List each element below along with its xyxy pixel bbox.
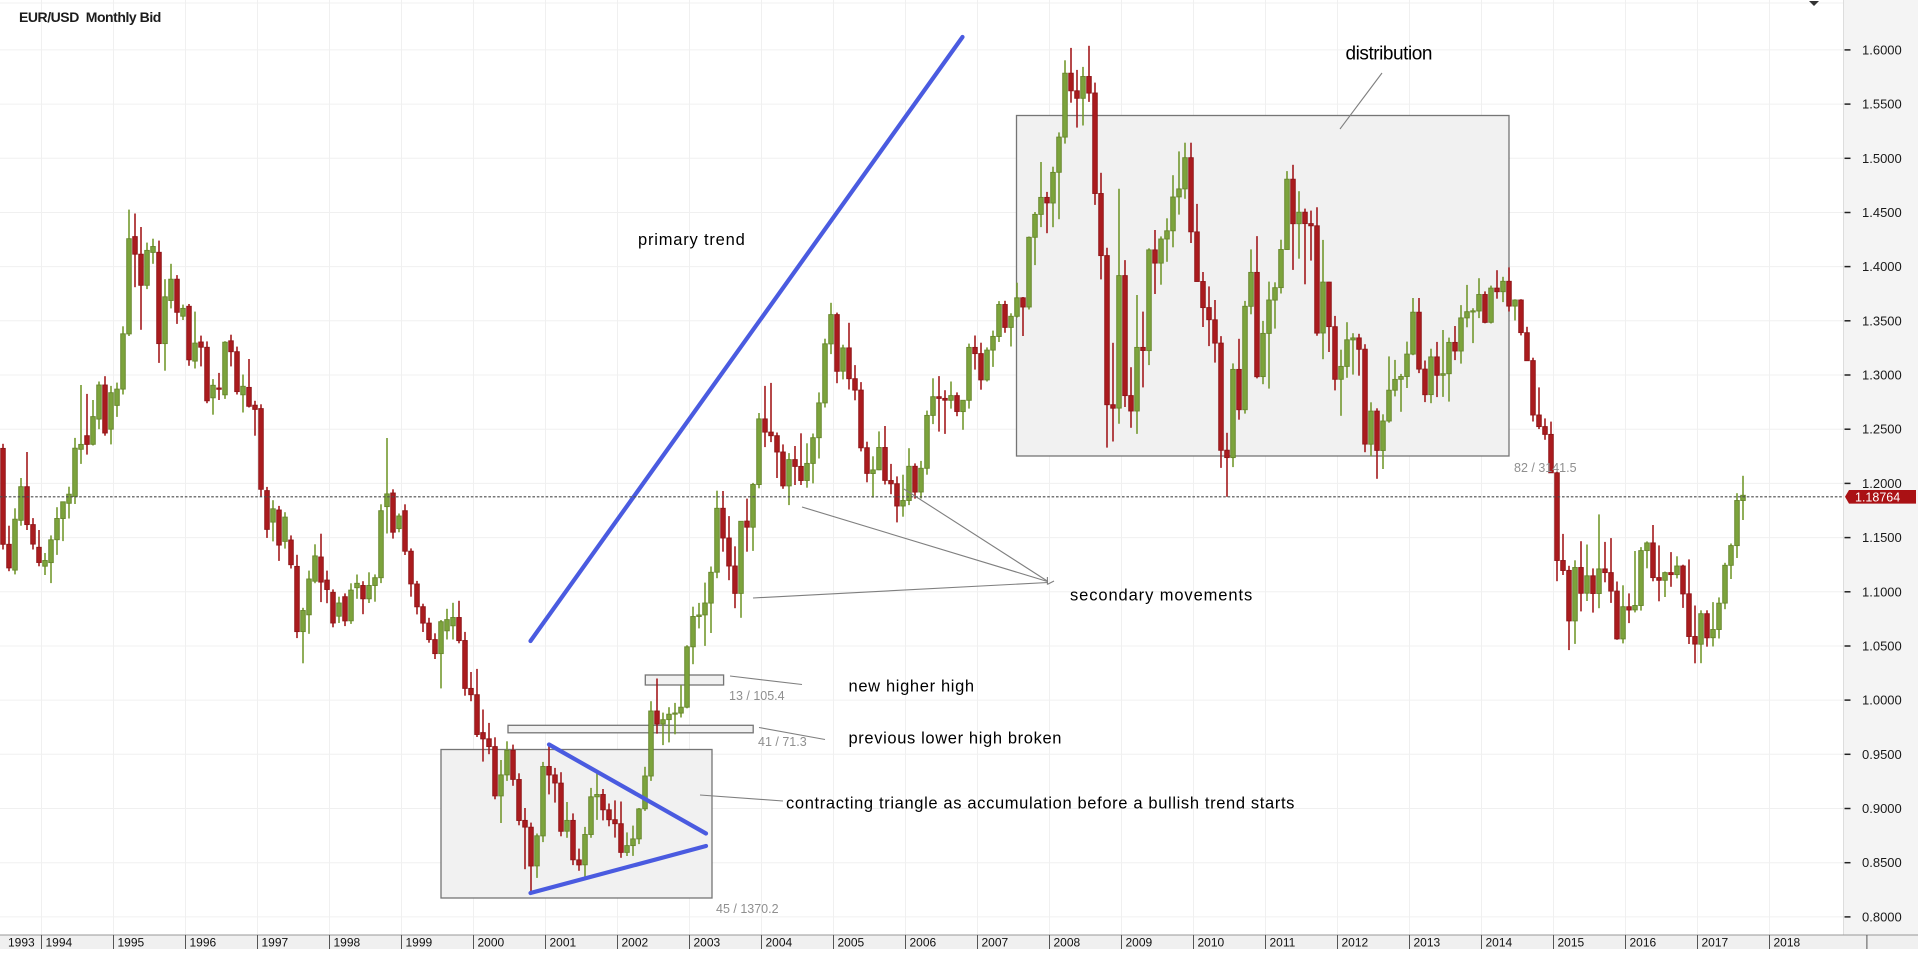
svg-text:1.4000: 1.4000 [1862,259,1902,274]
svg-text:1.1000: 1.1000 [1862,584,1902,599]
svg-text:1.0500: 1.0500 [1862,639,1902,654]
svg-text:2006: 2006 [910,936,937,950]
svg-text:2000: 2000 [478,936,505,950]
svg-text:EUR/USD Monthly Bid: EUR/USD Monthly Bid [19,9,161,25]
svg-text:2015: 2015 [1558,936,1585,950]
svg-text:1.4500: 1.4500 [1862,205,1902,220]
svg-text:2017: 2017 [1702,936,1729,950]
svg-text:primary trend: primary trend [638,231,746,249]
svg-text:2003: 2003 [694,936,721,950]
svg-text:0.8000: 0.8000 [1862,909,1902,924]
svg-text:45 / 1370.2: 45 / 1370.2 [716,902,779,916]
svg-text:2007: 2007 [982,936,1009,950]
svg-text:0.9000: 0.9000 [1862,801,1902,816]
svg-text:2014: 2014 [1486,936,1513,950]
svg-text:1997: 1997 [262,936,289,950]
svg-text:new higher high: new higher high [849,678,975,696]
svg-text:0.9500: 0.9500 [1862,747,1902,762]
svg-text:1993: 1993 [8,936,35,950]
svg-text:1994: 1994 [46,936,73,950]
svg-text:1998: 1998 [334,936,361,950]
svg-text:1996: 1996 [190,936,217,950]
svg-text:2010: 2010 [1198,936,1225,950]
svg-text:1.18764: 1.18764 [1855,490,1900,504]
svg-text:1.5500: 1.5500 [1862,97,1902,112]
svg-text:41 / 71.3: 41 / 71.3 [758,735,807,749]
svg-text:1.3500: 1.3500 [1862,313,1902,328]
svg-text:1.1500: 1.1500 [1862,530,1902,545]
svg-text:1.0000: 1.0000 [1862,693,1902,708]
svg-text:82 / 3141.5: 82 / 3141.5 [1514,461,1577,475]
svg-text:0.8500: 0.8500 [1862,855,1902,870]
svg-text:secondary movements: secondary movements [1070,587,1253,605]
svg-text:2004: 2004 [766,936,793,950]
svg-text:1.2000: 1.2000 [1862,476,1902,491]
svg-text:2002: 2002 [622,936,649,950]
svg-text:1.2500: 1.2500 [1862,422,1902,437]
svg-text:2005: 2005 [838,936,865,950]
svg-text:2008: 2008 [1054,936,1081,950]
svg-text:distribution: distribution [1346,44,1432,65]
svg-text:2001: 2001 [550,936,577,950]
svg-text:1999: 1999 [406,936,433,950]
svg-text:2011: 2011 [1270,936,1296,950]
svg-text:2013: 2013 [1414,936,1441,950]
svg-text:1.6000: 1.6000 [1862,42,1902,57]
svg-text:2012: 2012 [1342,936,1369,950]
svg-text:previous lower high broken: previous lower high broken [849,730,1063,748]
svg-text:2016: 2016 [1630,936,1657,950]
svg-text:1995: 1995 [118,936,145,950]
svg-text:1.3000: 1.3000 [1862,368,1902,383]
svg-text:13 / 105.4: 13 / 105.4 [729,689,785,703]
svg-text:2018: 2018 [1774,936,1801,950]
svg-text:2009: 2009 [1126,936,1153,950]
svg-text:1.5000: 1.5000 [1862,151,1902,166]
svg-text:contracting triangle as accumu: contracting triangle as accumulation bef… [786,795,1295,813]
